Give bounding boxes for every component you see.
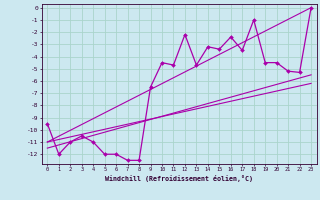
X-axis label: Windchill (Refroidissement éolien,°C): Windchill (Refroidissement éolien,°C) (105, 175, 253, 182)
